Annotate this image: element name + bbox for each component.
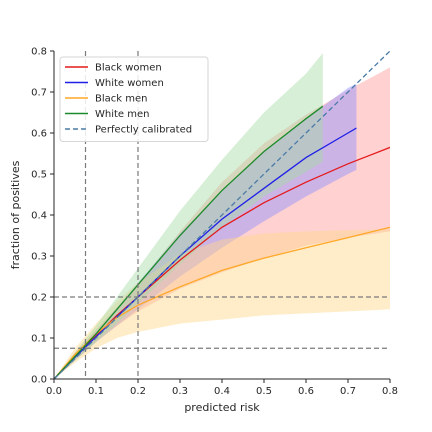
perfectly-calibrated-line bbox=[54, 51, 390, 379]
x-axis-label: predicted risk bbox=[184, 401, 260, 414]
legend-label-white-men: White men bbox=[95, 109, 150, 120]
x-tick-label: 0.5 bbox=[256, 386, 272, 397]
y-axis-label: fraction of positives bbox=[9, 160, 22, 269]
series-lines bbox=[54, 51, 390, 379]
x-tick-label: 0.3 bbox=[172, 386, 188, 397]
y-tick-label: 0.8 bbox=[31, 47, 47, 58]
y-tick-label: 0.7 bbox=[31, 88, 47, 99]
legend: Black women White women Black men White men… bbox=[59, 56, 209, 142]
y-tick-label: 0.4 bbox=[31, 211, 47, 222]
x-tick-label: 0.2 bbox=[130, 386, 146, 397]
legend-label-perfectly-calibrated: Perfectly calibrated bbox=[95, 125, 192, 136]
y-tick-label: 0.6 bbox=[31, 129, 47, 140]
x-tick-label: 0.4 bbox=[214, 386, 230, 397]
legend-label-black-men: Black men bbox=[95, 94, 147, 105]
x-tick-label: 0.6 bbox=[298, 386, 314, 397]
y-tick-label: 0.1 bbox=[31, 334, 47, 345]
x-tick-label: 0.8 bbox=[382, 386, 398, 397]
reference-lines bbox=[54, 51, 390, 379]
legend-label-black-women: Black women bbox=[95, 63, 162, 74]
x-tick-label: 0.7 bbox=[340, 386, 356, 397]
tick-labels: 0.0 0.1 0.2 0.3 0.4 0.5 0.6 0.7 0.8 0.0 0.1 0.2 0.3 0… bbox=[31, 47, 398, 398]
x-tick-label: 0.0 bbox=[46, 386, 62, 397]
y-tick-label: 0.2 bbox=[31, 293, 47, 304]
white-men-line bbox=[54, 105, 324, 379]
y-tick-label: 0.3 bbox=[31, 252, 47, 263]
y-tick-label: 0.5 bbox=[31, 170, 47, 181]
black-men-confidence-band bbox=[54, 229, 390, 379]
legend-label-white-women: White women bbox=[95, 78, 164, 89]
y-tick-label: 0.0 bbox=[31, 375, 47, 386]
x-tick-label: 0.1 bbox=[88, 386, 104, 397]
legend-box bbox=[59, 56, 209, 142]
